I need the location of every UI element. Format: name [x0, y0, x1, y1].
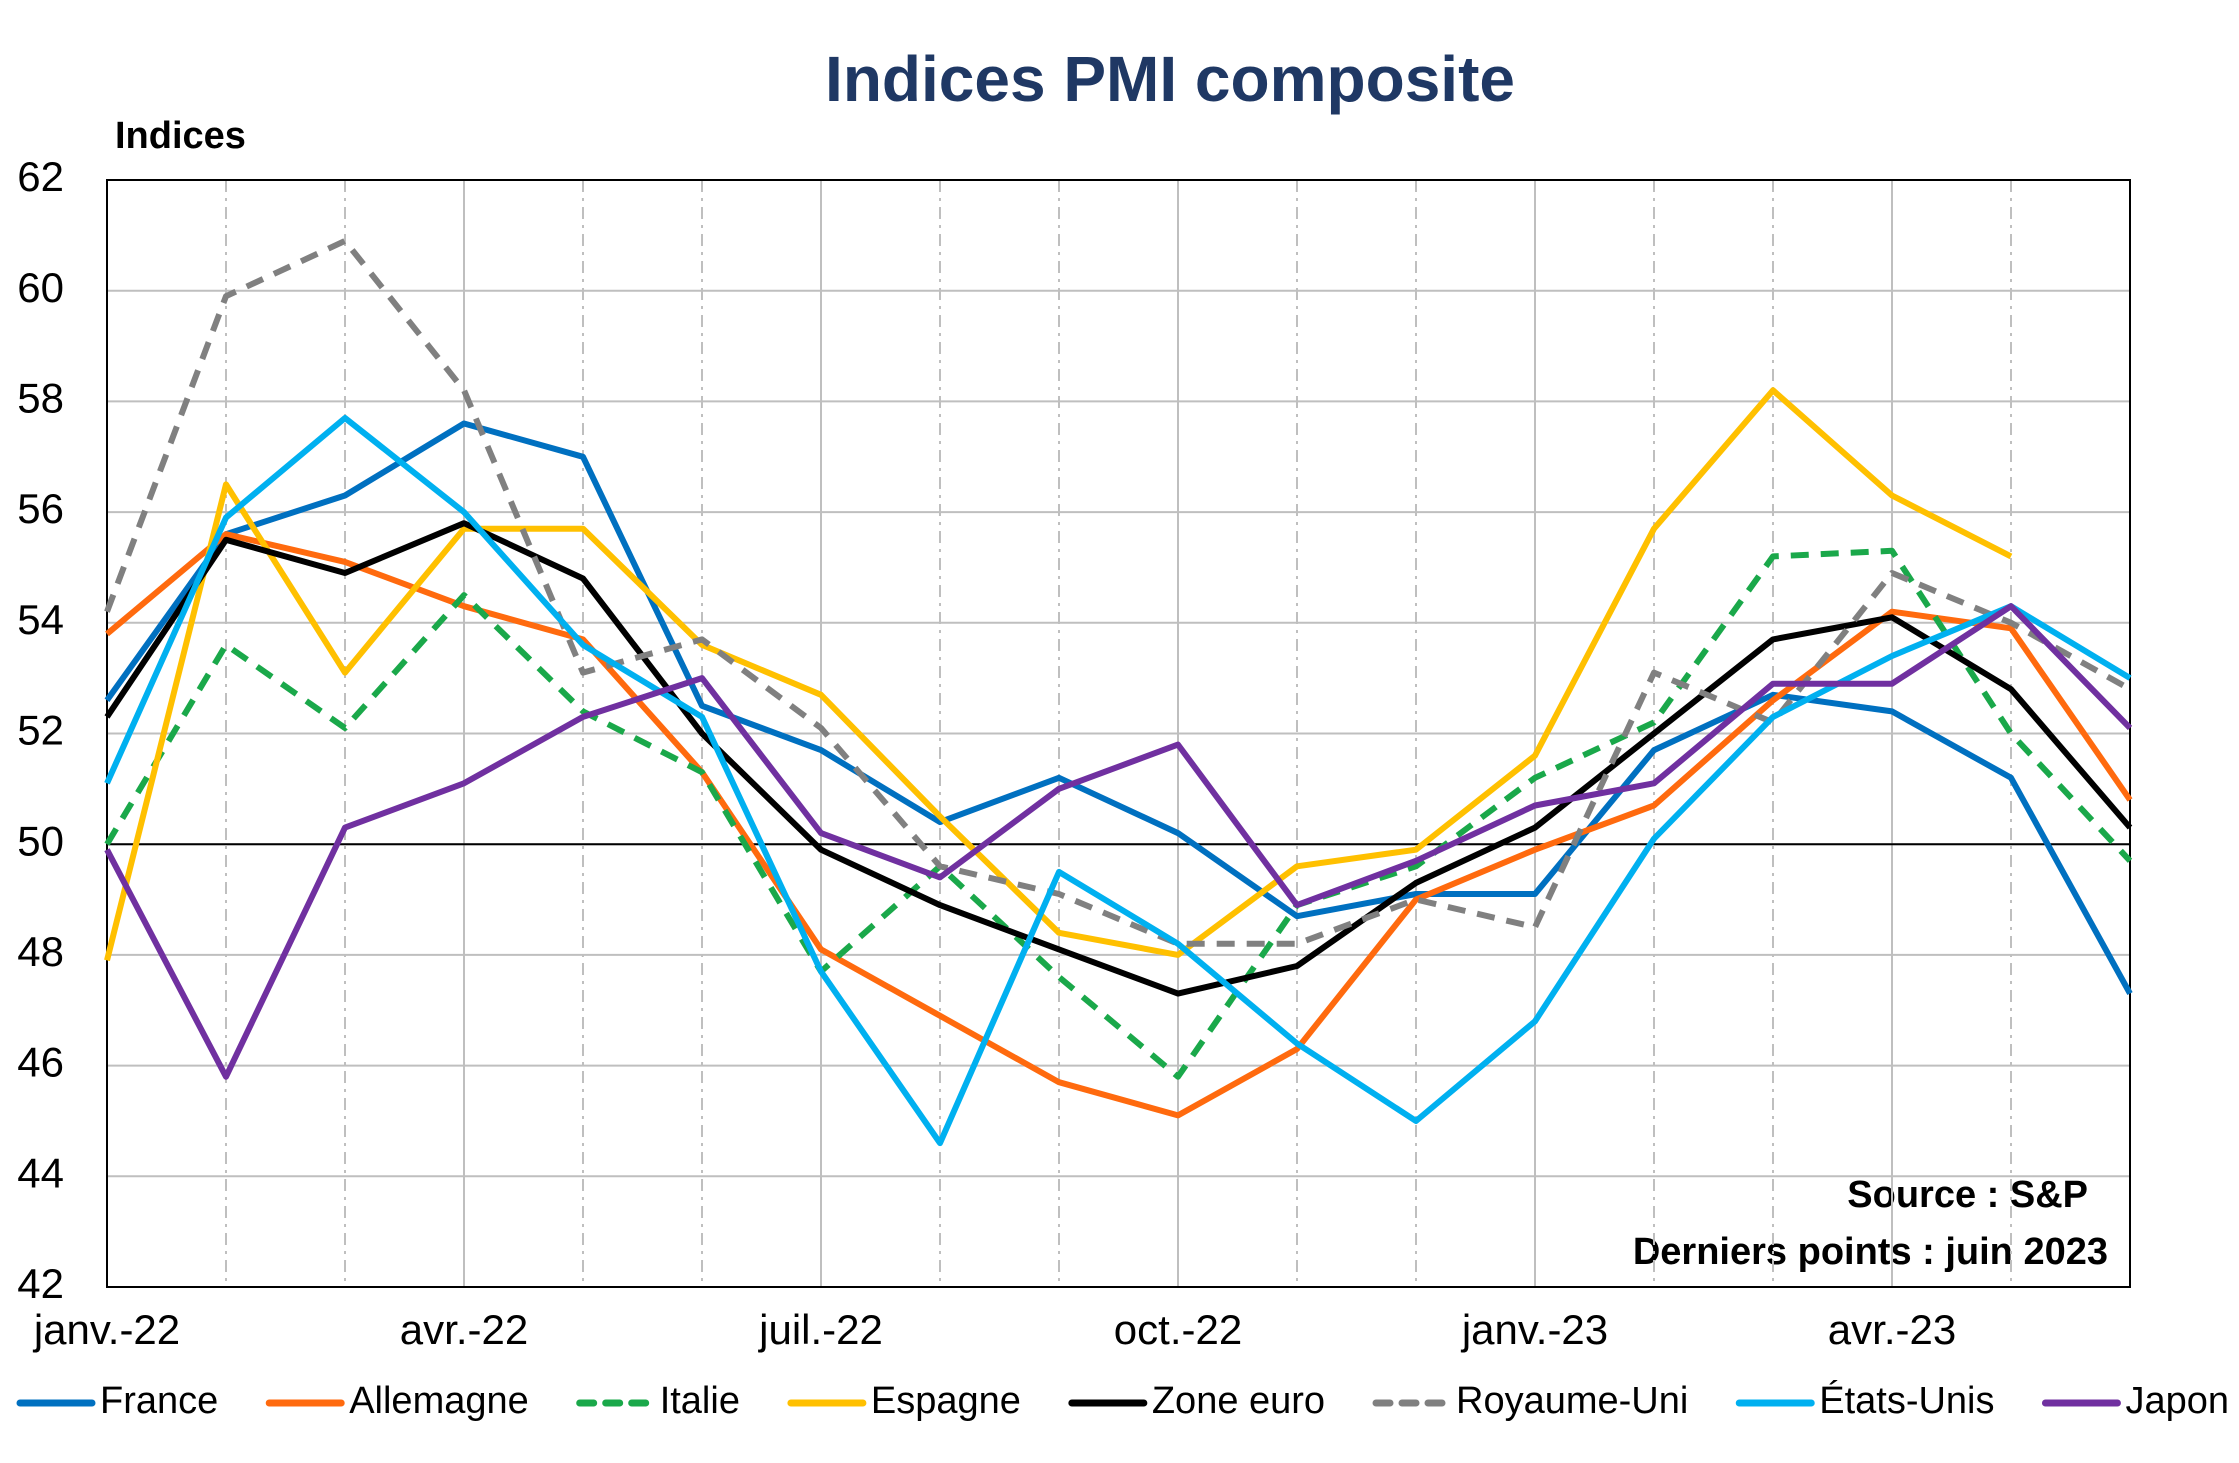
series-line — [104, 420, 2133, 996]
x-tick-label: janv.-23 — [1460, 1306, 1608, 1353]
legend-label: Allemagne — [349, 1380, 529, 1422]
y-tick-label: 58 — [17, 374, 64, 421]
y-tick-label: 46 — [17, 1039, 64, 1086]
legend-label: Japon — [2125, 1380, 2229, 1422]
legend-label: Italie — [660, 1380, 740, 1422]
x-tick-label: janv.-22 — [32, 1306, 180, 1353]
y-tick-label: 60 — [17, 264, 64, 311]
y-tick-label: 42 — [17, 1260, 64, 1307]
x-tick-label: avr.-22 — [400, 1306, 528, 1353]
legend-label: Royaume-Uni — [1456, 1380, 1688, 1422]
legend-label: États-Unis — [1819, 1379, 1994, 1422]
series-line — [104, 415, 2132, 1147]
y-tick-label: 62 — [17, 153, 64, 200]
plot-frame — [106, 179, 2131, 1288]
y-tick-label: 44 — [17, 1149, 64, 1196]
series-line — [104, 603, 2133, 1080]
series-line — [104, 520, 2133, 997]
y-tick-label: 56 — [17, 485, 64, 532]
legend-label: Espagne — [871, 1380, 1021, 1422]
y-tick-label: 52 — [17, 707, 64, 754]
y-tick-label: 48 — [17, 928, 64, 975]
last-points-note: Derniers points : juin 2023 — [1633, 1231, 2108, 1273]
series-line — [104, 237, 2132, 947]
y-axis-label: Indices — [115, 115, 246, 157]
series-line — [104, 387, 2013, 962]
source-note: Source : S&P — [1847, 1174, 2088, 1216]
legend-label: France — [100, 1380, 218, 1422]
x-tick-label: juil.-22 — [757, 1306, 883, 1353]
y-tick-label: 54 — [17, 596, 64, 643]
series-line — [104, 547, 2133, 1080]
x-tick-label: avr.-23 — [1828, 1306, 1956, 1353]
y-tick-label: 50 — [17, 817, 64, 864]
legend-label: Zone euro — [1152, 1380, 1325, 1422]
chart-title: Indices PMI composite — [825, 43, 1515, 115]
x-tick-label: oct.-22 — [1114, 1306, 1242, 1353]
